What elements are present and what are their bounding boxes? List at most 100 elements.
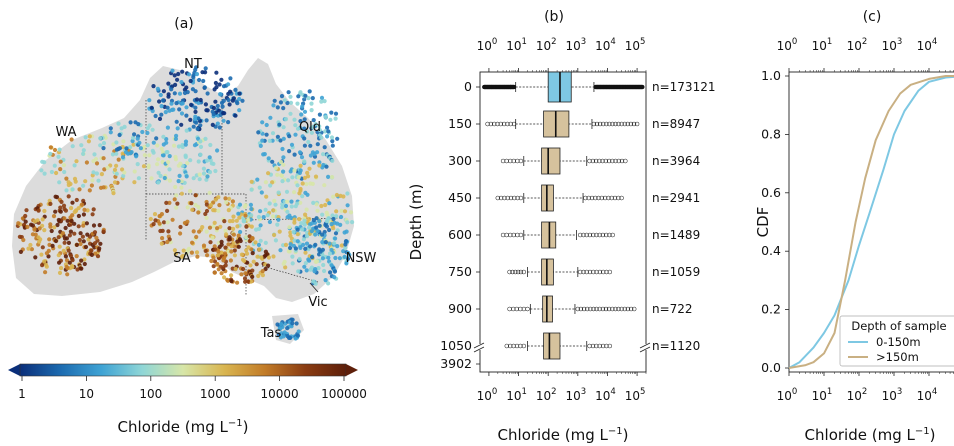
- box-flier: [619, 306, 624, 312]
- sample-dot: [218, 224, 223, 229]
- b-y-tick-label: 1050: [440, 338, 472, 353]
- sample-dot: [264, 122, 269, 128]
- sample-dot: [204, 229, 209, 234]
- box-flier: [631, 121, 637, 127]
- sample-dot: [35, 218, 40, 223]
- panel-b-boxplot: (b) 100 100 101 101 102 102 103 103 104 104 105 105…: [407, 9, 715, 444]
- sample-dot: [70, 258, 75, 263]
- panel-a-label: (a): [174, 16, 194, 32]
- sample-dot: [255, 254, 260, 259]
- sample-dot: [319, 203, 324, 209]
- sample-dot: [90, 178, 95, 183]
- box-flier: [597, 343, 602, 349]
- sample-dot: [291, 229, 296, 235]
- sample-dot: [212, 270, 217, 275]
- sample-dot: [283, 242, 289, 247]
- sample-dot: [114, 140, 119, 145]
- sample-dot: [207, 225, 213, 230]
- sample-dot: [184, 113, 189, 118]
- sample-dot: [213, 99, 218, 104]
- sample-dot: [53, 238, 59, 244]
- sample-dot: [236, 244, 241, 249]
- sample-dot: [285, 209, 290, 214]
- sample-dot: [284, 189, 290, 194]
- sample-dot: [191, 229, 196, 234]
- sample-dot: [141, 164, 147, 169]
- sample-dot: [191, 124, 196, 129]
- sample-dot: [218, 92, 223, 97]
- sample-dot: [121, 173, 126, 179]
- sample-dot: [198, 97, 203, 103]
- sample-dot: [101, 156, 106, 161]
- sample-dot: [146, 165, 151, 170]
- sample-dot: [211, 105, 216, 111]
- sample-dot: [216, 208, 221, 213]
- sample-dot: [152, 212, 158, 217]
- sample-dot: [243, 279, 248, 284]
- sample-dot: [288, 245, 293, 251]
- sample-dot: [172, 73, 177, 78]
- sample-dot: [241, 266, 246, 272]
- sample-dot: [79, 258, 84, 263]
- sample-dot: [260, 273, 265, 278]
- sample-dot: [172, 143, 177, 148]
- sample-dot: [323, 202, 328, 208]
- sample-dot: [135, 136, 140, 141]
- sample-dot: [257, 247, 262, 252]
- sample-dot: [268, 115, 273, 120]
- sample-dot: [59, 266, 64, 271]
- sample-dot: [158, 92, 163, 98]
- box-flier: [604, 121, 609, 127]
- sample-dot: [40, 245, 45, 250]
- sample-dot: [261, 152, 266, 157]
- sample-dot: [227, 235, 232, 240]
- sample-dot: [216, 249, 221, 254]
- sample-dot: [64, 188, 69, 193]
- sample-dot: [190, 207, 195, 212]
- sample-dot: [201, 166, 206, 171]
- sample-dot: [89, 183, 94, 188]
- sample-dot: [251, 259, 256, 264]
- sample-dot: [165, 220, 170, 225]
- sample-dot: [65, 218, 70, 223]
- sample-dot: [165, 239, 170, 245]
- sample-dot: [87, 134, 92, 139]
- sample-dot: [312, 269, 317, 274]
- sample-dot: [223, 196, 228, 201]
- sample-dot: [288, 233, 293, 238]
- sample-dot: [221, 98, 226, 103]
- box-flier: [631, 306, 637, 312]
- sample-dot: [179, 254, 184, 259]
- box-flier: [610, 306, 615, 312]
- sample-dot: [217, 244, 222, 249]
- sample-dot: [17, 234, 22, 239]
- sample-dot: [140, 129, 145, 135]
- sample-dot: [177, 91, 183, 96]
- sample-dot: [293, 246, 298, 251]
- sample-dot: [64, 258, 70, 263]
- sample-dot: [273, 238, 278, 243]
- sample-dot: [147, 98, 152, 103]
- sample-dot: [320, 165, 325, 170]
- sample-dot: [332, 275, 337, 280]
- sample-dot: [317, 127, 322, 133]
- sample-dot: [298, 119, 303, 124]
- sample-dot: [288, 230, 293, 235]
- box-iqr: [541, 147, 561, 175]
- sample-dot: [286, 335, 292, 340]
- sample-dot: [283, 203, 289, 209]
- sample-dot: [164, 150, 169, 155]
- sample-dot: [229, 249, 234, 254]
- sample-dot: [64, 176, 69, 181]
- sample-dot: [287, 134, 292, 139]
- sample-dot: [64, 264, 69, 269]
- sample-dot: [273, 202, 278, 207]
- sample-dot: [220, 104, 225, 109]
- colorbar-tick-label: 10: [79, 387, 94, 401]
- sample-dot: [136, 122, 141, 127]
- panel-b-plot-area: 1001001011011021021031031041041051050150…: [440, 37, 715, 403]
- sample-dot: [92, 152, 97, 157]
- legend-entry-0-150m: 0-150m: [876, 335, 921, 349]
- box-flier: [514, 343, 520, 349]
- sample-dot: [98, 136, 103, 141]
